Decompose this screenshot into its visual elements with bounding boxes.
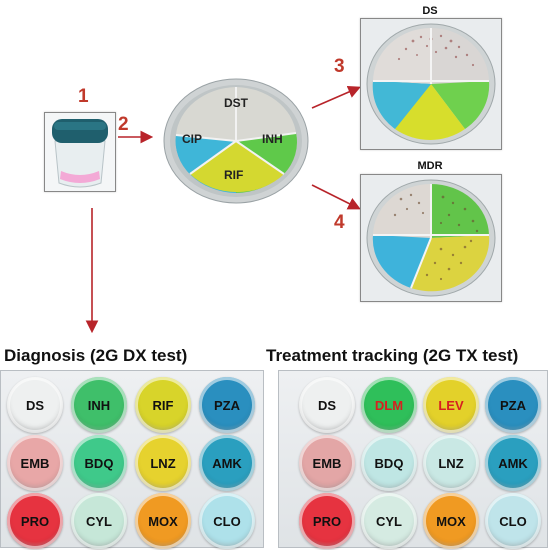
- well-label: PRO: [20, 513, 50, 529]
- step-1-label: 1: [78, 86, 89, 107]
- tx-well-cyl: CYL: [361, 493, 417, 549]
- well-label: DLM: [374, 397, 404, 413]
- quadrant-inh-label: INH: [262, 132, 283, 146]
- well-label: LNZ: [150, 455, 176, 471]
- well-label: LEV: [438, 397, 464, 413]
- dx-well-inh: INH: [71, 377, 127, 433]
- tx-well-amk: AMK: [485, 435, 541, 491]
- well-label: EMB: [312, 455, 342, 471]
- well-label: RIF: [152, 397, 174, 413]
- mdr-plate-photo: [360, 174, 502, 302]
- tx-well-pro: PRO: [299, 493, 355, 549]
- quadrant-cip-label: CIP: [182, 132, 203, 146]
- tx-well-lev: LEV: [423, 377, 479, 433]
- well-label: PRO: [312, 513, 342, 529]
- dx-well-plate: DS INH RIF PZA EMB BDQ LNZ AMK PRO CYL MOX CLO: [0, 370, 264, 549]
- dx-well-mox: MOX: [135, 493, 191, 549]
- dx-well-pza: PZA: [199, 377, 255, 433]
- step-4-label: 4: [334, 212, 345, 233]
- tx-well-plate: DS DLM LEV PZA EMB BDQ LNZ AMK PRO CYL MOX CLO: [278, 370, 548, 549]
- well-label: DS: [317, 397, 337, 413]
- arrow-plate-to-ds: [311, 85, 361, 109]
- well-label: AMK: [212, 455, 242, 471]
- ds-plate-photo: [360, 18, 502, 150]
- dx-well-ds: DS: [7, 377, 63, 433]
- well-label: DS: [25, 397, 45, 413]
- step-3-label: 3: [334, 56, 345, 77]
- well-label: CYL: [86, 513, 112, 529]
- mdr-plate-title: MDR: [417, 160, 443, 172]
- well-label: BDQ: [374, 455, 404, 471]
- dx-well-bdq: BDQ: [71, 435, 127, 491]
- well-label: CLO: [213, 513, 241, 529]
- mdr-plate-drawing: [361, 175, 501, 301]
- tx-well-dlm: DLM: [361, 377, 417, 433]
- well-label: BDQ: [84, 455, 114, 471]
- dx-well-amk: AMK: [199, 435, 255, 491]
- sample-cup-icon: [45, 113, 115, 191]
- well-label: CLO: [499, 513, 527, 529]
- arrow-plate-to-mdr: [311, 184, 361, 210]
- well-label: AMK: [498, 455, 528, 471]
- quadrant-plate: DST CIP INH RIF: [162, 78, 310, 204]
- dx-well-lnz: LNZ: [135, 435, 191, 491]
- quadrant-dst-label: DST: [224, 96, 248, 110]
- well-label: PZA: [500, 397, 526, 413]
- tx-well-ds: DS: [299, 377, 355, 433]
- well-label: INH: [87, 397, 111, 413]
- well-label: CYL: [376, 513, 402, 529]
- quadrant-rif-label: RIF: [224, 168, 244, 182]
- sample-cup-photo: [44, 112, 116, 192]
- tx-well-clo: CLO: [485, 493, 541, 549]
- diagnosis-title: Diagnosis (2G DX test): [4, 346, 188, 365]
- well-label: EMB: [20, 455, 50, 471]
- tx-well-lnz: LNZ: [423, 435, 479, 491]
- tx-well-pza: PZA: [485, 377, 541, 433]
- dx-well-pro: PRO: [7, 493, 63, 549]
- quadrant-plate-drawing: [163, 78, 309, 204]
- ds-plate-drawing: [361, 19, 501, 149]
- step-2-label: 2: [118, 114, 129, 135]
- well-label: MOX: [436, 513, 466, 529]
- ds-plate-title: DS: [422, 5, 438, 17]
- dx-well-emb: EMB: [7, 435, 63, 491]
- dx-well-clo: CLO: [199, 493, 255, 549]
- dx-well-rif: RIF: [135, 377, 191, 433]
- tx-well-mox: MOX: [423, 493, 479, 549]
- tx-well-emb: EMB: [299, 435, 355, 491]
- well-label: LNZ: [438, 455, 464, 471]
- dx-well-cyl: CYL: [71, 493, 127, 549]
- well-label: PZA: [214, 397, 240, 413]
- tx-well-bdq: BDQ: [361, 435, 417, 491]
- treatment-title: Treatment tracking (2G TX test): [266, 346, 519, 365]
- well-label: MOX: [148, 513, 178, 529]
